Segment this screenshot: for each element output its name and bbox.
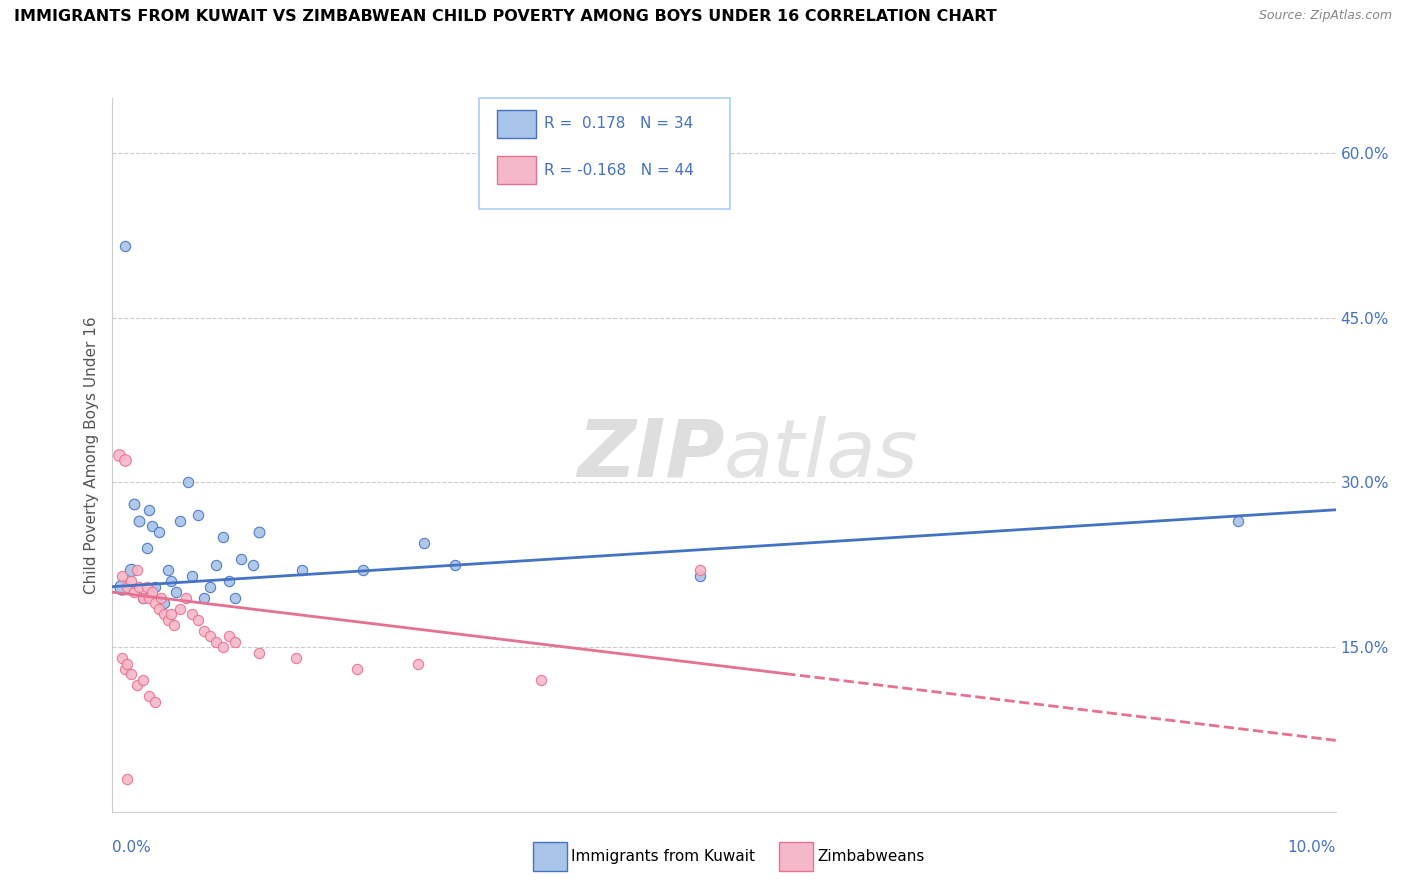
Point	[132, 591, 155, 605]
Point	[247, 524, 270, 539]
Point	[148, 601, 170, 615]
Text: R = -0.168   N = 44: R = -0.168 N = 44	[544, 163, 695, 178]
Point	[205, 634, 228, 648]
Point	[284, 651, 308, 665]
Point	[291, 563, 314, 577]
Point	[115, 580, 138, 594]
Point	[689, 568, 711, 582]
Point	[120, 667, 142, 681]
Point	[143, 580, 166, 594]
Point	[242, 558, 264, 572]
Point	[115, 657, 138, 671]
Point	[165, 585, 187, 599]
Point	[141, 585, 163, 599]
Y-axis label: Child Poverty Among Boys Under 16: Child Poverty Among Boys Under 16	[84, 316, 100, 594]
Point	[181, 607, 204, 621]
Point	[132, 591, 155, 605]
Point	[529, 673, 551, 687]
Point	[125, 678, 148, 692]
Text: IMMIGRANTS FROM KUWAIT VS ZIMBABWEAN CHILD POVERTY AMONG BOYS UNDER 16 CORRELATI: IMMIGRANTS FROM KUWAIT VS ZIMBABWEAN CHI…	[14, 9, 997, 24]
Point	[124, 497, 146, 511]
Point	[163, 618, 186, 632]
Point	[352, 563, 374, 577]
Point	[120, 563, 142, 577]
Point	[132, 673, 155, 687]
Point	[128, 580, 150, 594]
Point	[107, 448, 129, 462]
Point	[138, 591, 160, 605]
Point	[174, 591, 197, 605]
Point	[150, 591, 173, 605]
Text: 10.0%: 10.0%	[1288, 840, 1336, 855]
Point	[211, 530, 233, 544]
Point	[153, 596, 176, 610]
Text: 0.0%: 0.0%	[112, 840, 152, 855]
Point	[169, 514, 191, 528]
Point	[408, 657, 430, 671]
Point	[193, 624, 215, 638]
FancyBboxPatch shape	[496, 156, 536, 185]
Point	[124, 585, 146, 599]
Point	[169, 601, 191, 615]
Point	[413, 535, 436, 549]
Point	[224, 634, 246, 648]
Point	[138, 503, 160, 517]
Point	[156, 613, 179, 627]
Point	[135, 541, 157, 556]
Point	[177, 475, 200, 490]
Point	[346, 662, 368, 676]
Point	[187, 613, 209, 627]
Point	[138, 690, 160, 704]
Text: Immigrants from Kuwait: Immigrants from Kuwait	[571, 849, 755, 863]
Point	[115, 772, 138, 786]
Text: atlas: atlas	[724, 416, 920, 494]
Point	[111, 580, 134, 594]
Point	[153, 607, 176, 621]
Point	[111, 651, 134, 665]
FancyBboxPatch shape	[479, 98, 730, 209]
Point	[120, 574, 142, 589]
FancyBboxPatch shape	[496, 110, 536, 138]
Point	[111, 568, 134, 582]
Point	[200, 580, 222, 594]
Text: ZIP: ZIP	[576, 416, 724, 494]
Point	[187, 508, 209, 523]
Point	[218, 574, 240, 589]
Point	[444, 558, 467, 572]
Point	[160, 607, 183, 621]
Point	[160, 574, 183, 589]
Point	[128, 514, 150, 528]
Point	[247, 646, 270, 660]
Point	[193, 591, 215, 605]
Point	[229, 552, 252, 566]
Point	[125, 563, 148, 577]
Point	[141, 519, 163, 533]
Point	[689, 563, 711, 577]
Text: Zimbabweans: Zimbabweans	[817, 849, 924, 863]
Point	[200, 629, 222, 643]
Point	[148, 524, 170, 539]
Point	[143, 695, 166, 709]
Text: Source: ZipAtlas.com: Source: ZipAtlas.com	[1258, 9, 1392, 22]
Point	[114, 662, 136, 676]
Point	[224, 591, 246, 605]
Point	[114, 453, 136, 467]
Point	[143, 596, 166, 610]
Text: R =  0.178   N = 34: R = 0.178 N = 34	[544, 116, 693, 131]
Point	[114, 239, 136, 253]
Point	[1226, 514, 1249, 528]
Point	[181, 568, 204, 582]
Point	[205, 558, 228, 572]
Point	[156, 563, 179, 577]
Point	[218, 629, 240, 643]
Point	[135, 580, 157, 594]
Point	[211, 640, 233, 654]
